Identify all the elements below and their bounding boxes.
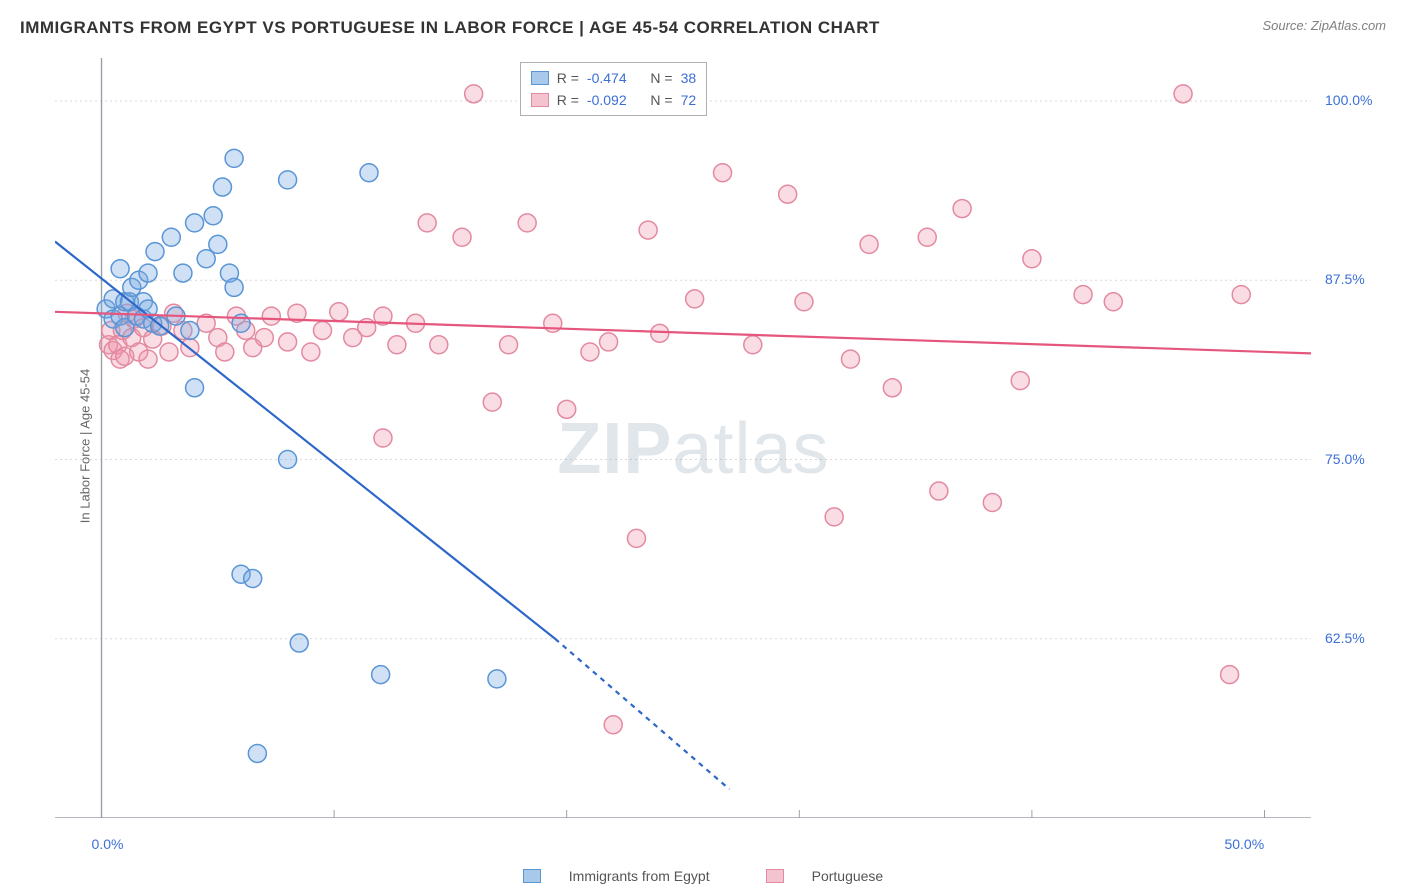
stat-n-label: N = bbox=[650, 92, 672, 108]
stat-n-value: 72 bbox=[681, 92, 697, 108]
plot-area bbox=[55, 58, 1311, 818]
y-tick-label: 87.5% bbox=[1325, 271, 1365, 287]
bottom-legend: Immigrants from Egypt Portuguese bbox=[0, 868, 1406, 886]
legend-swatch-icon bbox=[531, 71, 549, 85]
stats-legend-row: R = -0.474 N = 38 bbox=[531, 67, 696, 89]
stat-r-label: R = bbox=[557, 92, 579, 108]
chart-svg bbox=[55, 58, 1311, 818]
source-label: Source: ZipAtlas.com bbox=[1262, 18, 1386, 33]
stat-r-value: -0.474 bbox=[587, 70, 627, 86]
chart-title: IMMIGRANTS FROM EGYPT VS PORTUGUESE IN L… bbox=[20, 18, 880, 38]
legend-swatch-icon bbox=[531, 93, 549, 107]
legend-label: Portuguese bbox=[812, 868, 884, 884]
x-tick-label: 50.0% bbox=[1224, 836, 1264, 852]
stats-legend-row: R = -0.092 N = 72 bbox=[531, 89, 696, 111]
y-tick-label: 62.5% bbox=[1325, 630, 1365, 646]
stat-r-label: R = bbox=[557, 70, 579, 86]
bottom-legend-item: Portuguese bbox=[752, 868, 898, 884]
stats-legend: R = -0.474 N = 38R = -0.092 N = 72 bbox=[520, 62, 707, 116]
x-tick-label: 0.0% bbox=[92, 836, 124, 852]
y-tick-label: 100.0% bbox=[1325, 92, 1372, 108]
stat-n-value: 38 bbox=[681, 70, 697, 86]
stat-r-value: -0.092 bbox=[587, 92, 627, 108]
chart-container: IMMIGRANTS FROM EGYPT VS PORTUGUESE IN L… bbox=[0, 0, 1406, 892]
legend-label: Immigrants from Egypt bbox=[569, 868, 710, 884]
bottom-legend-item: Immigrants from Egypt bbox=[509, 868, 724, 884]
stat-n-label: N = bbox=[650, 70, 672, 86]
legend-swatch-icon bbox=[766, 869, 784, 883]
y-tick-label: 75.0% bbox=[1325, 451, 1365, 467]
legend-swatch-icon bbox=[523, 869, 541, 883]
